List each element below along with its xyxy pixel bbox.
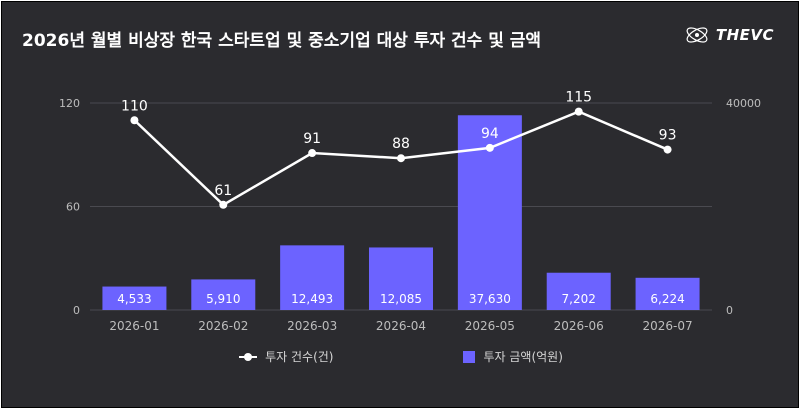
x-tick-label: 2026-02 <box>198 319 248 333</box>
bar-value-label: 5,910 <box>206 292 240 306</box>
bar-value-label: 7,202 <box>562 292 596 306</box>
x-tick-label: 2026-05 <box>465 319 515 333</box>
bar-2026-02 <box>191 279 256 310</box>
legend-item-count[interactable]: 투자 건수(건) <box>239 348 333 365</box>
y-left-tick-label: 0 <box>73 304 80 317</box>
legend-bar-marker-icon <box>463 350 476 363</box>
bar-2026-03 <box>280 245 345 310</box>
legend-item-amount[interactable]: 투자 금액(억원) <box>463 348 563 365</box>
logo-text: THEVC <box>715 26 774 44</box>
count-value-label: 115 <box>565 90 592 106</box>
chart-title: 2026년 월별 비상장 한국 스타트업 및 중소기업 대상 투자 건수 및 금… <box>22 31 542 51</box>
count-point-2026-04 <box>397 154 405 163</box>
y-right-tick-label: 40000 <box>726 97 761 110</box>
count-point-2026-03 <box>308 149 317 158</box>
bar-value-label: 12,085 <box>380 292 422 306</box>
bar-2026-04 <box>369 247 433 310</box>
x-tick-label: 2026-07 <box>643 319 693 333</box>
bar-value-label: 12,493 <box>291 292 333 306</box>
x-tick-label: 2026-06 <box>554 319 604 333</box>
bar-2026-07 <box>635 277 700 310</box>
bar-2026-06 <box>546 272 611 310</box>
x-tick-label: 2026-04 <box>376 319 426 333</box>
chart-legend: 투자 건수(건) 투자 금액(억원) <box>2 348 800 365</box>
bar-value-label: 6,224 <box>650 292 684 306</box>
x-tick-label: 2026-01 <box>109 319 159 333</box>
count-value-label: 93 <box>659 128 677 144</box>
bar-2026-01 <box>102 286 167 310</box>
count-value-label: 61 <box>214 183 232 199</box>
count-point-2026-05 <box>485 143 494 152</box>
bar-value-label: 37,630 <box>469 292 511 306</box>
count-value-label: 91 <box>303 131 321 147</box>
globe-logo-icon <box>686 27 708 43</box>
count-value-label: 88 <box>392 136 410 152</box>
legend-line-marker-icon <box>239 352 258 361</box>
y-right-tick-label: 0 <box>726 304 733 317</box>
x-tick-label: 2026-03 <box>287 319 337 333</box>
count-point-2026-01 <box>130 116 139 125</box>
thevc-logo: THEVC <box>684 24 774 46</box>
count-point-2026-06 <box>574 107 583 116</box>
y-left-tick-label: 60 <box>66 201 80 214</box>
count-value-label: 110 <box>121 98 148 114</box>
bar-value-label: 4,533 <box>117 292 151 306</box>
count-point-2026-02 <box>219 200 228 209</box>
count-point-2026-07 <box>663 145 672 154</box>
legend-label-count: 투자 건수(건) <box>265 350 334 364</box>
count-value-label: 94 <box>481 126 499 142</box>
y-left-tick-label: 120 <box>59 97 80 110</box>
legend-label-amount: 투자 금액(억원) <box>483 350 563 364</box>
